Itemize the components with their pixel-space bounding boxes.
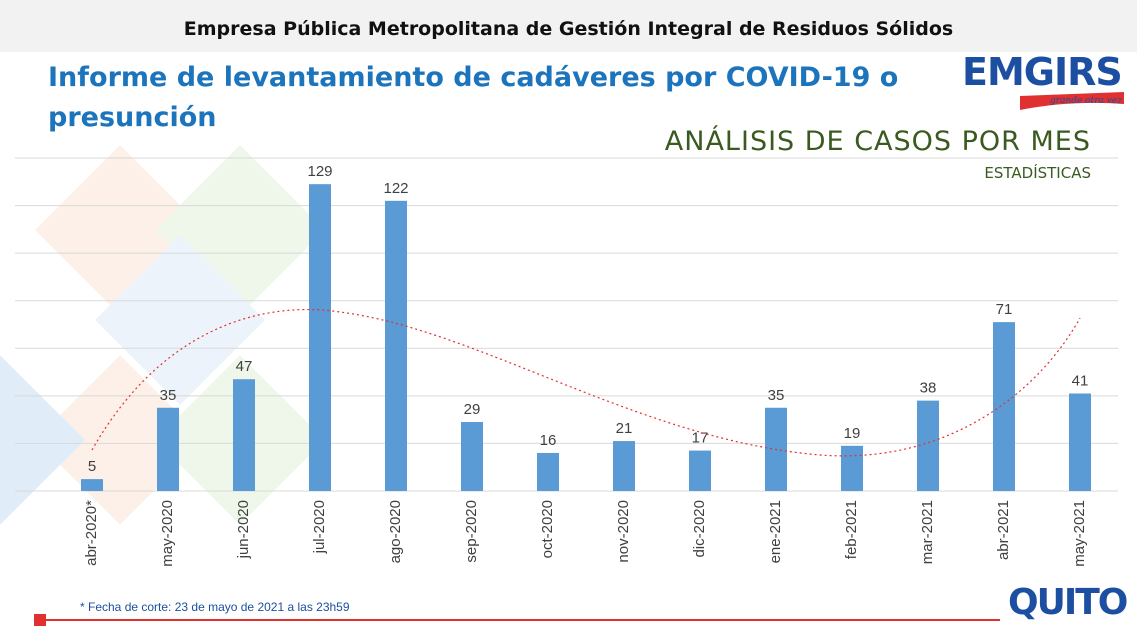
city-logo: QUITO	[1008, 582, 1128, 623]
logo: EMGIRS	[962, 50, 1123, 94]
x-tick-label: nov-2020	[615, 500, 632, 563]
x-tick-label: may-2020	[159, 500, 176, 567]
bar	[461, 422, 483, 491]
value-label: 38	[920, 380, 937, 397]
bar	[917, 400, 939, 491]
value-label: 16	[540, 432, 557, 449]
value-label: 129	[307, 163, 332, 180]
x-tick-label: jun-2020	[235, 500, 252, 559]
value-label: 21	[616, 420, 633, 437]
value-label: 17	[692, 430, 709, 447]
value-label: 35	[160, 387, 177, 404]
value-label: 122	[383, 180, 408, 197]
trend-line	[91, 309, 1081, 457]
x-tick-label: ene-2021	[767, 500, 784, 563]
bar	[993, 322, 1015, 491]
x-tick-label: dic-2020	[691, 500, 708, 558]
bar	[613, 441, 635, 491]
footnote: * Fecha de corte: 23 de mayo de 2021 a l…	[80, 600, 350, 614]
value-label: 35	[768, 387, 785, 404]
chart-subtitle: ANÁLISIS DE CASOS POR MES	[664, 126, 1091, 157]
x-tick-label: mar-2021	[919, 500, 936, 564]
footer-square	[34, 614, 46, 626]
bar	[233, 379, 255, 491]
chart-subtitle2: ESTADÍSTICAS	[984, 164, 1091, 182]
bar	[537, 452, 559, 491]
bar	[841, 445, 863, 491]
value-label: 71	[996, 301, 1013, 318]
value-label: 41	[1072, 372, 1089, 389]
value-label: 29	[464, 401, 481, 418]
chart-title: Informe de levantamiento de cadáveres po…	[48, 62, 899, 133]
bar	[157, 407, 179, 491]
x-tick-label: jul-2020	[311, 500, 328, 554]
bar	[1069, 393, 1091, 491]
value-label: 47	[236, 358, 253, 375]
x-tick-label: sep-2020	[463, 500, 480, 563]
x-tick-label: ago-2020	[387, 500, 404, 563]
x-tick-label: feb-2021	[843, 500, 860, 559]
x-tick-label: abr-2020*	[83, 500, 100, 566]
x-tick-label: oct-2020	[539, 500, 556, 558]
logo-tagline: grande otra vez	[1050, 96, 1122, 106]
x-tick-label: may-2021	[1071, 500, 1088, 567]
x-tick-label: abr-2021	[995, 500, 1012, 560]
bar	[689, 450, 711, 491]
bar	[385, 200, 407, 492]
plot-area: abr-2020* 5 may-2020 35 jun-2020 47 jul-2020 12…	[15, 157, 1118, 567]
bar	[81, 479, 103, 491]
value-label: 19	[844, 425, 861, 442]
logo-swoosh	[1020, 92, 1124, 110]
bar	[309, 184, 331, 491]
value-label: 5	[88, 458, 96, 475]
header: Empresa Pública Metropolitana de Gestión…	[0, 0, 1137, 52]
